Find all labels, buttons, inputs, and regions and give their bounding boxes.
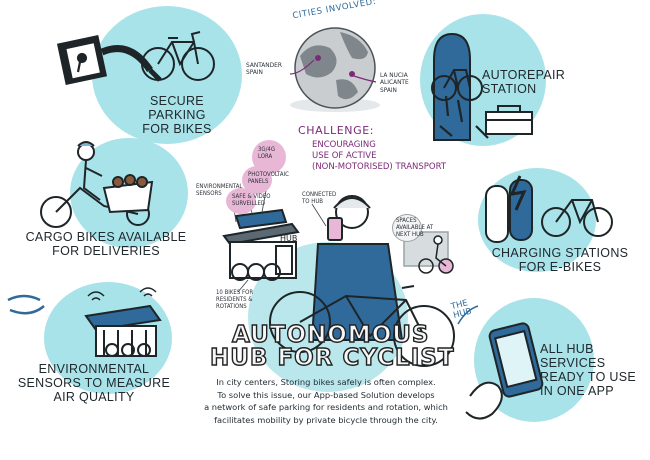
app-line-1: ALL HUB <box>540 342 594 356</box>
cargo-line-1: CARGO BIKES AVAILABLE <box>25 230 187 244</box>
photovoltaic-label: PHOTOVOLTAIC PANELS <box>248 171 289 185</box>
secure-parking-line-1: SECURE PARKING <box>148 94 206 122</box>
app-line-3: READY TO USE <box>540 370 636 384</box>
spaces-label: SPACES AVAILABLE AT NEXT HUB <box>396 217 434 238</box>
hub-sign: HUB <box>280 234 298 243</box>
sensors-caption: ENVIRONMENTAL SENSORS TO MEASURE AIR QUA… <box>8 362 180 404</box>
globe-icon <box>289 27 377 109</box>
bike-icon <box>141 31 215 81</box>
cargo-bike-icon <box>40 141 154 228</box>
app-line-2: SERVICES <box>540 356 606 370</box>
toolbox-icon <box>485 105 533 135</box>
description-line-3: a network of safe parking for residents … <box>204 402 448 412</box>
sensor-hub-icon <box>7 287 162 357</box>
autorepair-caption: AUTOREPAIR STATION <box>482 68 565 96</box>
autorepair-line-1: AUTOREPAIR <box>482 68 566 82</box>
description-line-4: facilitates mobility by private bicycle … <box>214 414 438 425</box>
description: In city centers, Storing bikes safely is… <box>176 376 476 426</box>
charging-line-2: FOR E-BIKES <box>518 260 602 274</box>
challenge-line-3: (NON-MOTORISED) TRANSPORT <box>312 162 447 172</box>
description-line-2: To solve this issue, our App-based Solut… <box>217 389 435 400</box>
wrench-icon <box>439 95 489 139</box>
blob-secure-parking <box>92 6 242 144</box>
app-line-4: IN ONE APP <box>540 384 614 398</box>
challenge-heading: CHALLENGE: <box>298 124 375 137</box>
cargo-line-2: FOR DELIVERIES <box>52 244 160 258</box>
autorepair-line-2: STATION <box>482 82 537 96</box>
city-santander: SANTANDER SPAIN <box>246 61 282 77</box>
spaces-badge <box>392 214 422 242</box>
connected-label: CONNECTED TO HUB <box>302 191 337 205</box>
charging-station-icon <box>485 175 613 243</box>
sensors-line-2: SENSORS TO MEASURE <box>17 376 171 390</box>
description-line-1: In city centers, Storing bikes safely is… <box>216 377 436 387</box>
challenge-line-2: USE OF ACTIVE <box>312 151 377 161</box>
sensors-line-1: ENVIRONMENTAL <box>38 362 150 376</box>
safe-video-label: SAFE & VIDEO SURVEILLED <box>232 193 271 207</box>
safe-video-badge <box>226 188 256 214</box>
repair-stand-icon <box>431 32 483 141</box>
cargo-caption: CARGO BIKES AVAILABLE FOR DELIVERIES <box>12 230 200 258</box>
padlock-icon <box>56 34 162 86</box>
sensors-line-3: AIR QUALITY <box>53 390 135 404</box>
lora-label: 3G/4G LORA <box>258 146 276 160</box>
cyclist-with-phone-icon <box>269 195 455 367</box>
secure-parking-line-2: FOR BIKES <box>142 122 212 136</box>
title-line-2: HUB FOR CYCLIST <box>209 344 455 371</box>
env-sensors-label: ENVIRONMENTAL SENSORS <box>196 183 243 197</box>
app-caption: ALL HUB SERVICES READY TO USE IN ONE APP <box>540 342 636 398</box>
city-la-nucia: LA NUCIA ALICANTE SPAIN <box>380 71 409 94</box>
charging-line-1: CHARGING STATIONS <box>491 246 629 260</box>
title-line-1: AUTONOMOUS <box>231 321 430 348</box>
hub-station-icon <box>222 208 300 281</box>
bikes-rotation-label: 10 BIKES FOR RESIDENTS & ROTATIONS <box>216 289 254 310</box>
challenge-line-1: ENCOURAGING <box>312 140 376 150</box>
secure-parking-caption: SECURE PARKING FOR BIKES <box>122 94 232 136</box>
phone-icon <box>457 305 544 420</box>
charging-caption: CHARGING STATIONS FOR E-BIKES <box>484 246 636 274</box>
